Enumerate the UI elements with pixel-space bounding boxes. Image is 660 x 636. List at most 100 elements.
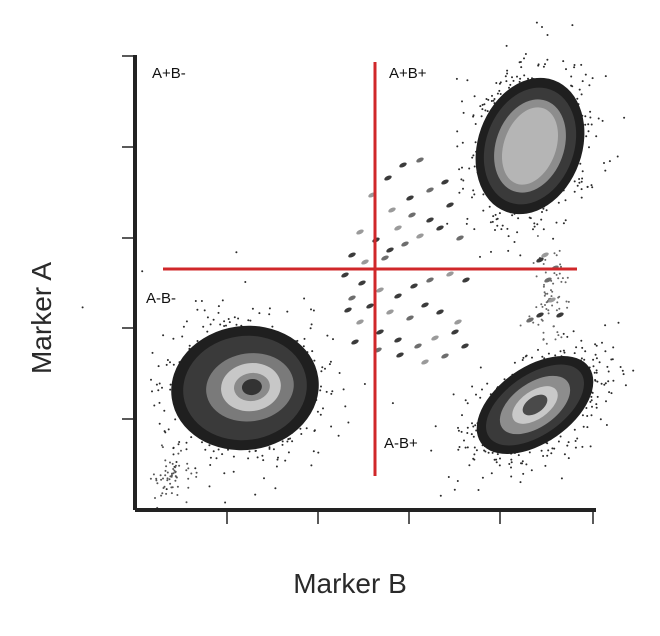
event-dot [172, 337, 175, 340]
event-dot [446, 222, 449, 225]
event-dot [590, 184, 593, 187]
event-dot [178, 441, 181, 443]
event-dot [537, 323, 540, 326]
event-dot [504, 75, 507, 78]
y-axis-label: Marker A [26, 261, 57, 375]
event-dot [185, 320, 188, 323]
event-dot [223, 320, 226, 323]
event-dot [624, 384, 627, 387]
event-dot [580, 339, 583, 342]
event-dot [533, 222, 536, 225]
event-dot [386, 247, 394, 253]
event-dot [232, 455, 235, 458]
event-dot [414, 343, 422, 349]
event-dot [155, 383, 158, 386]
event-dot [501, 224, 504, 227]
event-dot [567, 300, 570, 303]
event-dot [251, 307, 254, 310]
event-dot [384, 175, 392, 181]
event-dot [622, 373, 625, 376]
event-dot [161, 492, 164, 495]
event-dot [532, 262, 535, 264]
event-dot [505, 80, 508, 83]
event-dot [401, 241, 409, 247]
event-dot [473, 95, 476, 98]
event-dot [542, 263, 545, 265]
event-dot [185, 469, 188, 472]
event-dot [474, 141, 477, 144]
event-dot [248, 450, 251, 453]
event-dot [596, 395, 599, 398]
event-dot [542, 65, 545, 68]
event-dot [309, 327, 312, 330]
event-dot [180, 449, 182, 452]
event-dot [585, 135, 588, 138]
event-dot [588, 84, 591, 87]
event-dot [471, 385, 474, 388]
event-dot [475, 429, 478, 432]
event-dot [545, 301, 548, 304]
event-dot [458, 446, 461, 448]
event-dot [558, 272, 561, 275]
event-dot [203, 309, 206, 312]
event-dot [473, 453, 476, 456]
event-dot [341, 272, 349, 278]
event-dot [328, 363, 331, 366]
event-dot [519, 254, 522, 257]
event-dot [275, 465, 278, 468]
event-dot [479, 255, 481, 258]
event-dot [457, 426, 459, 429]
event-dot [441, 179, 449, 185]
event-dot [174, 475, 177, 478]
event-dot [582, 425, 585, 428]
event-dot [591, 405, 593, 408]
event-dot [562, 60, 565, 63]
event-dot [499, 93, 502, 95]
event-dot [190, 436, 193, 439]
event-dot [235, 251, 238, 254]
event-dot [473, 165, 476, 168]
event-dot [320, 385, 322, 388]
event-dot [461, 166, 463, 169]
event-dot [286, 310, 289, 313]
event-dot [498, 212, 501, 215]
event-dot [541, 355, 544, 358]
event-dot [595, 135, 598, 138]
event-dot [531, 356, 533, 359]
event-dot [566, 306, 569, 309]
event-dot [589, 110, 592, 113]
event-dot [542, 228, 545, 231]
event-dot [464, 399, 467, 402]
event-dot [552, 282, 555, 285]
event-dot [595, 357, 598, 360]
event-dot [559, 350, 562, 353]
event-dot [522, 472, 525, 475]
event-dot [167, 428, 170, 431]
event-dot [490, 100, 493, 102]
event-dot [524, 355, 527, 358]
event-dot [587, 130, 590, 133]
event-dot [319, 389, 322, 392]
event-dot [406, 315, 414, 321]
event-dot [542, 331, 545, 334]
event-dot [185, 501, 188, 504]
event-dot [589, 400, 592, 403]
event-dot [439, 494, 442, 497]
event-dot [551, 290, 554, 293]
event-dot [155, 477, 158, 480]
event-dot [263, 477, 265, 480]
event-dot [541, 305, 544, 308]
event-dot [452, 393, 455, 396]
event-dot [331, 390, 334, 393]
event-dot [473, 446, 476, 449]
event-dot [575, 346, 578, 349]
event-dot [536, 235, 539, 237]
event-dot [212, 450, 215, 453]
event-dot [320, 370, 323, 373]
event-dot [600, 382, 603, 385]
event-dot [603, 383, 606, 386]
event-dot [558, 249, 561, 252]
event-dot [573, 352, 576, 355]
event-dot [394, 337, 402, 343]
